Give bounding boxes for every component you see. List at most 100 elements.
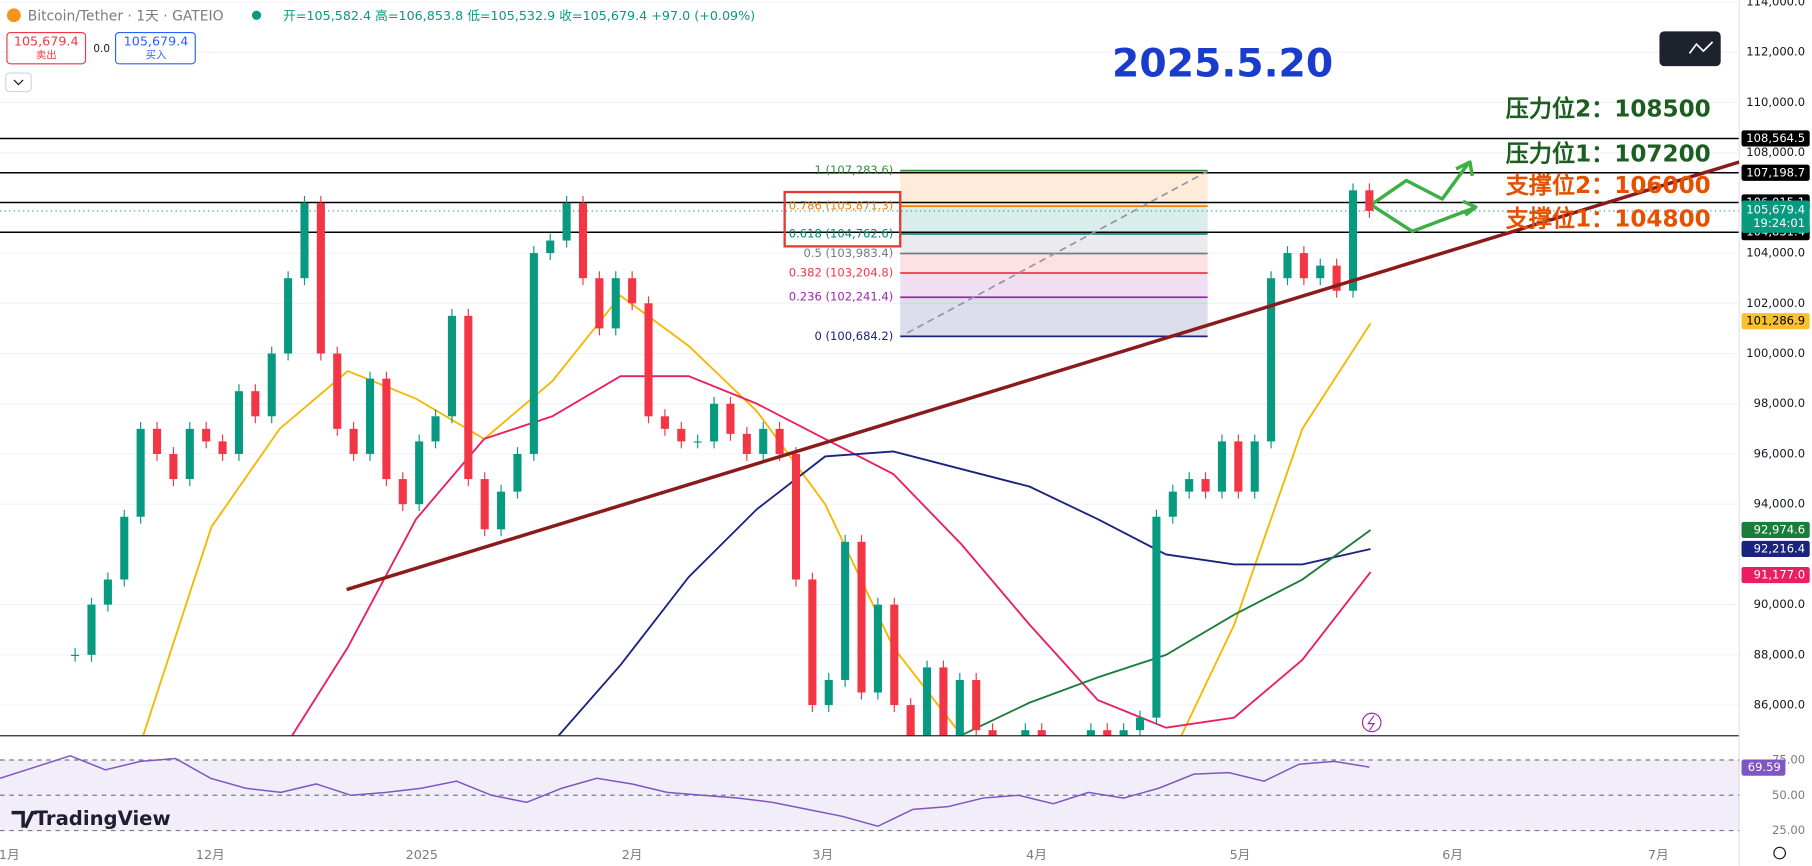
candle-body bbox=[1086, 730, 1095, 736]
ma-badge bbox=[1741, 521, 1810, 539]
level-annotation: 压力位2：108500 bbox=[1506, 96, 1711, 123]
fib-label: 0 (100,684.2) bbox=[814, 329, 893, 343]
candle-body bbox=[202, 428, 211, 442]
y-tick-label: 100,000.0 bbox=[1746, 346, 1805, 360]
fib-band bbox=[900, 206, 1208, 234]
candle-body bbox=[529, 253, 538, 454]
candle-body bbox=[1152, 516, 1161, 718]
settings-icon[interactable] bbox=[1773, 846, 1786, 860]
candle-body bbox=[185, 428, 194, 480]
coin-icon bbox=[6, 8, 21, 23]
candle-body bbox=[284, 278, 293, 354]
candle-body bbox=[710, 403, 719, 442]
candle-body bbox=[775, 428, 784, 454]
level-annotation: 支撑位1：104800 bbox=[1506, 205, 1711, 232]
last-price-label: 105,679.4 bbox=[1746, 202, 1805, 216]
last-price-badge bbox=[1741, 200, 1810, 233]
moving-average bbox=[961, 529, 1372, 736]
spread: 0.0 bbox=[93, 43, 110, 55]
moving-average bbox=[142, 294, 1372, 736]
candle-body bbox=[595, 278, 604, 329]
candle-body bbox=[136, 428, 145, 517]
y-tick-label: 98,000.0 bbox=[1754, 396, 1805, 410]
x-tick-label: 4月 bbox=[1026, 847, 1047, 862]
rsi-tick-label: 25.00 bbox=[1772, 823, 1805, 837]
x-tick-label: 12月 bbox=[196, 847, 225, 862]
ma-badge-label: 91,177.0 bbox=[1754, 568, 1805, 582]
candle-body bbox=[1185, 479, 1194, 492]
ohlc: 开=105,582.4 高=106,853.8 低=105,532.9 收=10… bbox=[283, 8, 755, 23]
y-tick-label: 86,000.0 bbox=[1754, 698, 1805, 712]
rsi-tick-label: 50.00 bbox=[1772, 788, 1805, 802]
candle-body bbox=[1283, 253, 1292, 279]
sell-button[interactable] bbox=[6, 32, 87, 65]
y-tick-label: 102,000.0 bbox=[1746, 296, 1805, 310]
x-tick-label: 5月 bbox=[1230, 847, 1251, 862]
event-icon bbox=[1361, 712, 1382, 733]
fib-band bbox=[900, 297, 1208, 337]
x-tick-label: 7月 bbox=[1648, 847, 1669, 862]
x-tick-label: 2025 bbox=[406, 847, 438, 862]
fib-label: 0.382 (103,204.8) bbox=[789, 266, 894, 280]
y-tick-label: 90,000.0 bbox=[1754, 597, 1805, 611]
event-bolt bbox=[1367, 715, 1376, 731]
candle-body bbox=[464, 315, 473, 480]
candle-body bbox=[300, 202, 309, 279]
candle-body bbox=[1250, 441, 1259, 492]
candle-body bbox=[611, 278, 620, 329]
candle-body bbox=[349, 428, 358, 454]
candle-body bbox=[726, 403, 735, 434]
candle-body bbox=[1234, 441, 1243, 492]
candle-body bbox=[1037, 730, 1046, 736]
candle-body bbox=[841, 541, 850, 680]
tool-button[interactable] bbox=[1659, 31, 1721, 67]
symbol: Bitcoin/Tether · 1天 · GATEIO bbox=[28, 8, 224, 24]
candle-body bbox=[546, 240, 555, 254]
main-pane bbox=[0, 1, 1740, 736]
pane-divider bbox=[0, 735, 1740, 737]
candle-body bbox=[1103, 730, 1112, 736]
candle-body bbox=[1168, 491, 1177, 517]
fib-label: 0.786 (105,871.3) bbox=[789, 199, 894, 213]
status-dot bbox=[251, 10, 262, 20]
candle-body bbox=[218, 441, 227, 454]
candle-body bbox=[120, 516, 129, 580]
ma-badge-label: 92,216.4 bbox=[1754, 541, 1805, 555]
collapse-button[interactable] bbox=[5, 72, 32, 93]
candle-body bbox=[382, 378, 391, 480]
fib-band bbox=[900, 273, 1208, 298]
candle-body bbox=[628, 278, 637, 304]
candle-body bbox=[1348, 190, 1358, 291]
buy-button[interactable] bbox=[114, 32, 196, 65]
candle-body bbox=[857, 541, 866, 693]
candle-body bbox=[316, 202, 325, 354]
fib-label: 0.618 (104,762.6) bbox=[789, 226, 894, 240]
candle-body bbox=[1201, 479, 1210, 492]
candle-body bbox=[988, 730, 997, 736]
level-badge bbox=[1741, 164, 1810, 181]
y-tick-label: 94,000.0 bbox=[1754, 497, 1805, 511]
candle-body bbox=[644, 303, 653, 417]
y-tick-label: 114,000.0 bbox=[1746, 0, 1805, 8]
ma-badge bbox=[1741, 566, 1810, 584]
fib-band bbox=[900, 170, 1208, 207]
candle-body bbox=[415, 441, 424, 505]
candle-body bbox=[890, 604, 899, 706]
sell-price: 105,679.4 bbox=[14, 33, 79, 48]
level-annotation: 支撑位2：106000 bbox=[1506, 172, 1711, 199]
candle-body bbox=[1299, 253, 1308, 279]
candle-body bbox=[1365, 190, 1374, 211]
fib-band bbox=[900, 253, 1208, 274]
candle-body bbox=[251, 391, 260, 417]
candle-body bbox=[87, 604, 96, 655]
highlight-box bbox=[783, 190, 902, 248]
candle-body bbox=[497, 491, 506, 530]
y-tick-label: 88,000.0 bbox=[1754, 647, 1805, 661]
fib-label: 1 (107,283.6) bbox=[814, 163, 893, 177]
fib-label: 0.5 (103,983.4) bbox=[803, 246, 893, 260]
ma-badge bbox=[1741, 313, 1810, 330]
level-badge bbox=[1741, 130, 1810, 147]
brand-logo bbox=[11, 810, 37, 829]
candle-body bbox=[955, 679, 964, 736]
x-tick-label: 1月 bbox=[0, 847, 20, 862]
